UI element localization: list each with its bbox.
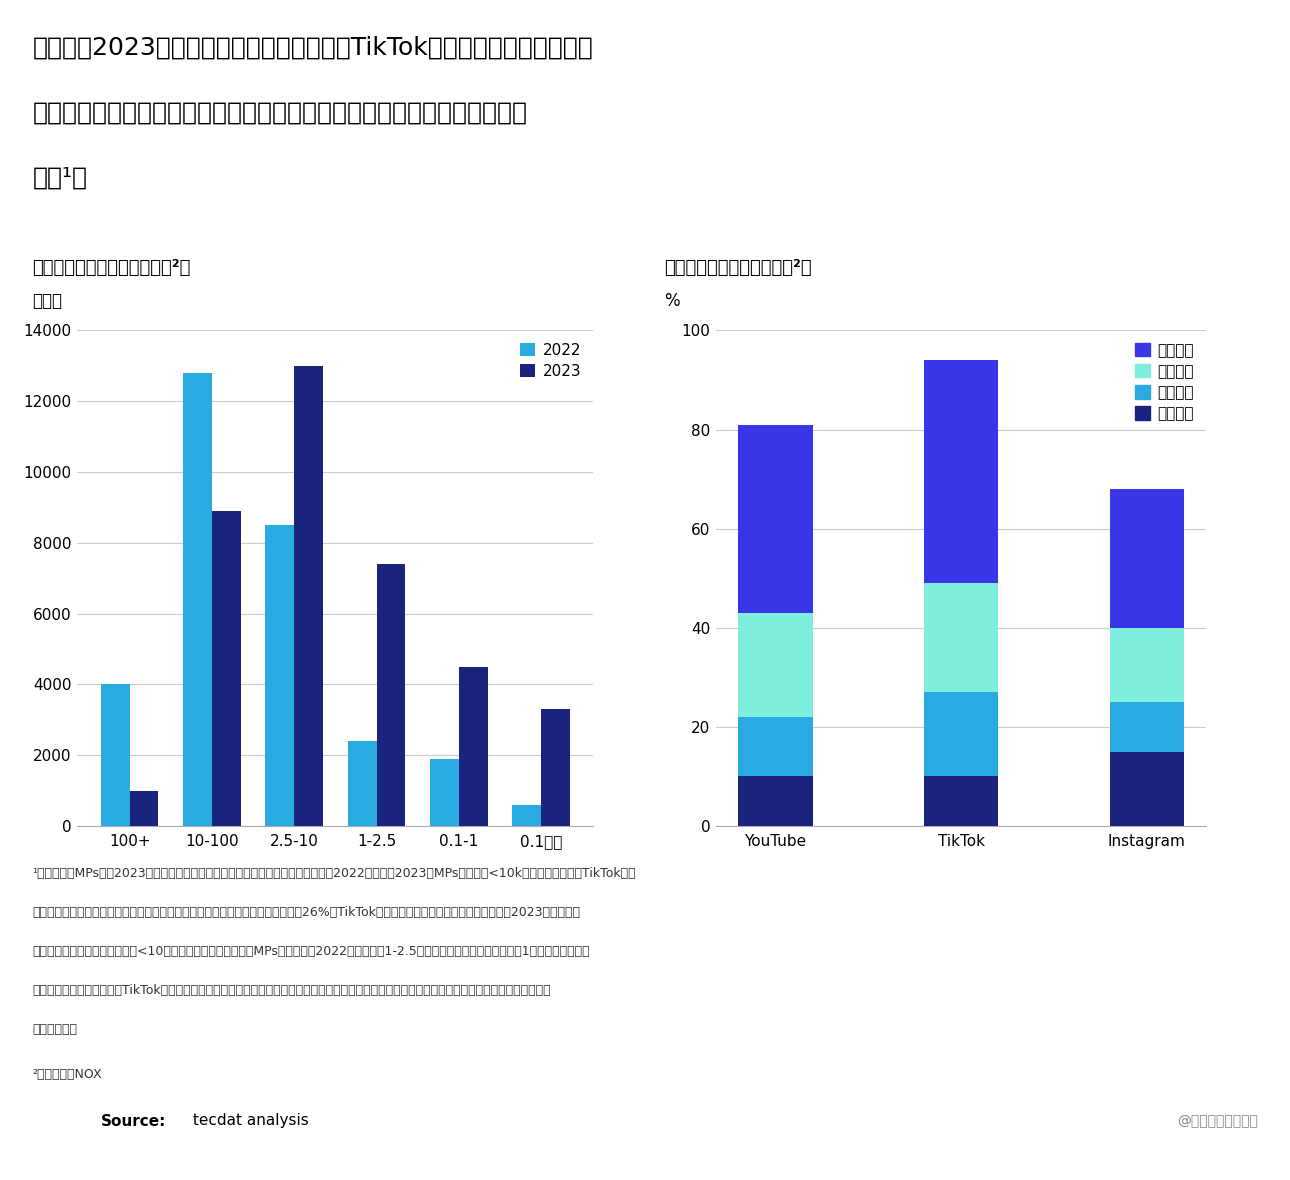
Bar xyxy=(183,373,212,826)
Bar xyxy=(1109,628,1184,702)
Legend: 小微达人, 尾部达人, 腰部达人, 头部达人: 小微达人, 尾部达人, 腰部达人, 头部达人 xyxy=(1130,337,1198,426)
Bar xyxy=(266,525,294,826)
Bar xyxy=(924,776,998,826)
Bar xyxy=(1109,752,1184,826)
Bar xyxy=(130,791,159,826)
Bar xyxy=(738,612,813,717)
Text: 万粉丝: 万粉丝 xyxy=(32,293,62,310)
Bar xyxy=(738,425,813,612)
Bar xyxy=(738,717,813,776)
Text: %: % xyxy=(664,293,680,310)
Bar xyxy=(377,564,405,826)
Text: 向尾部沉淀，尾部达人（尤其是<10万粉丝）订单量占比提高。MPs商单量远超2022年，特别是1-2.5万粉丝的达人订单量增长数倍，1万粉丝以下也大幅: 向尾部沉淀，尾部达人（尤其是<10万粉丝）订单量占比提高。MPs商单量远超202… xyxy=(32,945,590,958)
Bar xyxy=(738,776,813,826)
Text: tecdat analysis: tecdat analysis xyxy=(188,1114,310,1128)
Text: 各平台不同层级网红增粉率²，: 各平台不同层级网红增粉率²， xyxy=(664,260,811,277)
Bar xyxy=(1109,489,1184,628)
Text: ¹小微达人（MPs）在2023年显著增长，品牌合作策略加强与腰尾部达人的合作。与2022年相比，2023年MPs（粉丝量<10k）数量明显增多，TikTok平台: ¹小微达人（MPs）在2023年显著增长，品牌合作策略加强与腰尾部达人的合作。与… xyxy=(32,867,636,880)
Legend: 2022, 2023: 2022, 2023 xyxy=(515,337,586,384)
Text: 效果最大化。: 效果最大化。 xyxy=(32,1023,77,1036)
Text: 品牌达人合作层级订单数排行²，: 品牌达人合作层级订单数排行²， xyxy=(32,260,191,277)
Bar xyxy=(1109,702,1184,752)
Bar xyxy=(512,805,541,826)
Text: 看粉丝量。尾部达人订单激增，直播带货突出，助品牌高效触达受众，提升: 看粉丝量。尾部达人订单激增，直播带货突出，助品牌高效触达受众，提升 xyxy=(32,100,528,124)
Bar xyxy=(430,759,459,826)
Text: tecdat: tecdat xyxy=(41,1115,81,1125)
Bar xyxy=(924,583,998,693)
Text: 上更是翻倍增长。其内容的受欢迎度超越粉丝量，鲜活真实的个性引发受众共鸣。26%的TikTok用户表示，消费决策时不在乎粉丝量级。2023年品牌合作: 上更是翻倍增长。其内容的受欢迎度超越粉丝量，鲜活真实的个性引发受众共鸣。26%的… xyxy=(32,906,580,919)
Bar xyxy=(924,693,998,776)
Text: @稀土掘金技术社区: @稀土掘金技术社区 xyxy=(1176,1114,1258,1128)
Bar xyxy=(924,360,998,583)
Text: 小微达人2023年大增，品牌合作重腰尾部。TikTok上内容为王，用户消费不: 小微达人2023年大增，品牌合作重腰尾部。TikTok上内容为王，用户消费不 xyxy=(32,35,593,59)
Text: 营销¹。: 营销¹。 xyxy=(32,165,88,189)
Text: Source:: Source: xyxy=(101,1114,166,1128)
Bar xyxy=(348,741,377,826)
Bar xyxy=(212,511,241,826)
Text: 提升。尾部达人性价比高，TikTok直播带货为其创造新商业化空间。品牌通过与尾部达人合作，提升曝光度和用户认知度，高效触达目标受众，实现营销: 提升。尾部达人性价比高，TikTok直播带货为其创造新商业化空间。品牌通过与尾部… xyxy=(32,984,551,997)
Bar xyxy=(541,709,570,826)
Text: ²数据来源：NOX: ²数据来源：NOX xyxy=(32,1068,102,1081)
Bar xyxy=(294,366,322,826)
Bar xyxy=(101,684,130,826)
Bar xyxy=(459,667,488,826)
